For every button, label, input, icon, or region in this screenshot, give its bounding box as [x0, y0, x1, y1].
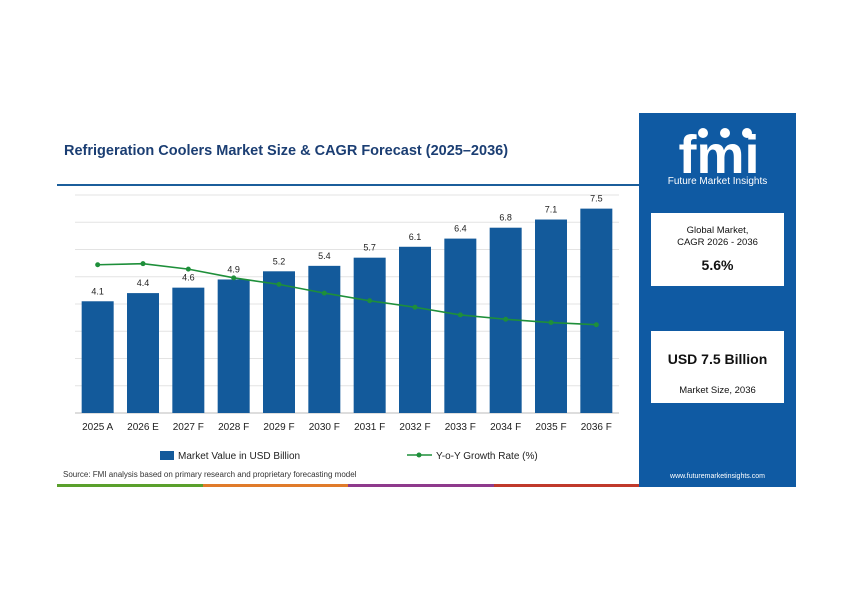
bar [444, 238, 477, 413]
growth-point [321, 290, 327, 296]
market-size-box: USD 7.5 Billion Market Size, 2036 [651, 331, 784, 403]
cagr-label-line2: CAGR 2026 - 2036 [677, 237, 758, 248]
growth-point [231, 275, 237, 281]
fmi-logo: fmi [679, 125, 760, 183]
x-tick-label: 2036 F [581, 422, 612, 433]
color-stripe [57, 484, 639, 487]
chart-panel: Refrigeration Coolers Market Size & CAGR… [57, 113, 639, 487]
market-size-label: Market Size, 2036 [679, 385, 756, 396]
bar-value-label: 5.7 [363, 243, 376, 253]
growth-line [97, 262, 597, 326]
bar-value-label: 4.9 [227, 264, 240, 274]
bar [580, 208, 613, 413]
bar-value-label: 6.8 [499, 213, 512, 223]
cagr-label-line1: Global Market, [686, 225, 749, 236]
bar [399, 246, 431, 413]
bar-value-label: 6.4 [454, 224, 467, 234]
bar-value-label: 4.4 [137, 278, 150, 288]
growth-point [548, 320, 554, 326]
cagr-box: Global Market, CAGR 2026 - 2036 5.6% [651, 213, 784, 286]
x-tick-label: 2035 F [535, 422, 566, 433]
legend-line-label: Y-o-Y Growth Rate (%) [436, 451, 538, 462]
stripe-segment [57, 484, 203, 487]
bar-value-label: 7.5 [590, 194, 603, 204]
website-url: www.futuremarketinsights.com [670, 473, 765, 480]
bar [308, 265, 341, 413]
growth-point [276, 281, 282, 287]
growth-point [95, 262, 101, 268]
bar-value-label: 4.1 [91, 286, 104, 296]
legend-line-marker [416, 452, 422, 458]
bar-value-label: 6.1 [409, 232, 422, 242]
chart-svg: 4.1 2025 A 4.4 2026 E 4.6 2027 F 4.9 2028 F 5.2 2… [75, 194, 619, 462]
bar-value-label: 7.1 [545, 205, 558, 215]
x-tick-label: 2034 F [490, 422, 521, 433]
x-tick-label: 2030 F [309, 422, 340, 433]
bar [263, 271, 295, 413]
bar [81, 301, 114, 413]
x-tick-label: 2032 F [399, 422, 430, 433]
growth-point [412, 304, 418, 310]
bar [217, 279, 250, 413]
source-note: Source: FMI analysis based on primary re… [63, 470, 357, 479]
chart-title: Refrigeration Coolers Market Size & CAGR… [64, 143, 509, 159]
infographic-card: Refrigeration Coolers Market Size & CAGR… [57, 113, 796, 487]
growth-point [457, 312, 463, 318]
legend-bar-label: Market Value in USD Billion [178, 451, 300, 462]
growth-point [185, 266, 191, 272]
cagr-value: 5.6% [701, 257, 734, 273]
x-tick-label: 2031 F [354, 422, 385, 433]
stripe-segment [348, 484, 494, 487]
x-tick-label: 2027 F [173, 422, 204, 433]
growth-point [140, 261, 146, 267]
growth-point [367, 298, 373, 304]
x-tick-label: 2028 F [218, 422, 249, 433]
bar-value-label: 4.6 [182, 273, 195, 283]
growth-point [593, 322, 599, 328]
x-tick-label: 2033 F [445, 422, 476, 433]
x-tick-label: 2026 E [127, 422, 159, 433]
bar [127, 293, 159, 413]
title-divider [57, 184, 639, 186]
stripe-segment [493, 484, 639, 487]
bar [172, 287, 205, 413]
market-size-value: USD 7.5 Billion [667, 351, 768, 367]
bar [535, 219, 567, 413]
logo-subtitle: Future Market Insights [667, 176, 768, 187]
x-tick-label: 2029 F [263, 422, 294, 433]
growth-point [503, 316, 509, 322]
bar-value-label: 5.2 [273, 256, 286, 266]
bar [353, 257, 386, 413]
x-tick-label: 2025 A [82, 422, 113, 433]
legend-bar-swatch [160, 451, 174, 460]
side-panel: fmi Future Market Insights Global Market… [639, 113, 796, 487]
bar-value-label: 5.4 [318, 251, 331, 261]
stripe-segment [202, 484, 348, 487]
